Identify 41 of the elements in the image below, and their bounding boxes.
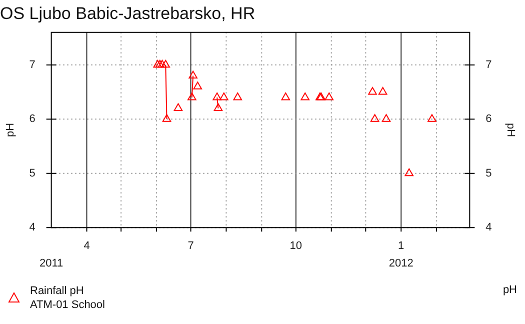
point (370, 114, 380, 122)
y2-axis-title: pH (504, 122, 516, 138)
point (174, 103, 183, 112)
x-tick-label: 1 (398, 240, 404, 252)
y-tick-label: 7 (29, 58, 36, 71)
x-tick-label: 4 (84, 240, 90, 252)
point (193, 82, 202, 90)
y-axis-title: pH (4, 122, 17, 138)
point (188, 92, 196, 100)
point (161, 60, 170, 68)
y-tick-label: 4 (29, 222, 36, 234)
y2-tick-label: 4 (486, 222, 492, 234)
x2-tick-label: 2012 (388, 257, 414, 270)
point (233, 92, 242, 100)
text: pH (502, 284, 517, 296)
point (156, 60, 164, 68)
point (368, 87, 377, 95)
point (382, 114, 391, 122)
point (300, 92, 310, 100)
y-tick-label: 6 (29, 113, 36, 126)
point (220, 92, 228, 100)
point (158, 60, 167, 68)
point (404, 168, 414, 176)
y2-tick-label: 5 (486, 167, 492, 180)
point (428, 114, 436, 122)
point (281, 92, 290, 100)
x2-tick-label: 2011 (39, 257, 64, 270)
x-tick-label: 10 (290, 240, 302, 252)
point (214, 103, 223, 112)
point (324, 92, 334, 100)
point (212, 92, 222, 100)
y-tick-label: 5 (29, 167, 36, 180)
point (188, 70, 198, 79)
chart-title: OS Ljubo Babic-Jastrebarsko, HR (0, 4, 256, 23)
legend-label: Rainfall pH ATM-01 School (30, 284, 105, 312)
x-tick-label: 7 (188, 240, 194, 252)
y2-tick-label: 6 (486, 113, 492, 126)
y2-tick-label: 7 (486, 58, 492, 71)
point (153, 60, 162, 68)
point (162, 114, 172, 122)
point (378, 87, 388, 95)
